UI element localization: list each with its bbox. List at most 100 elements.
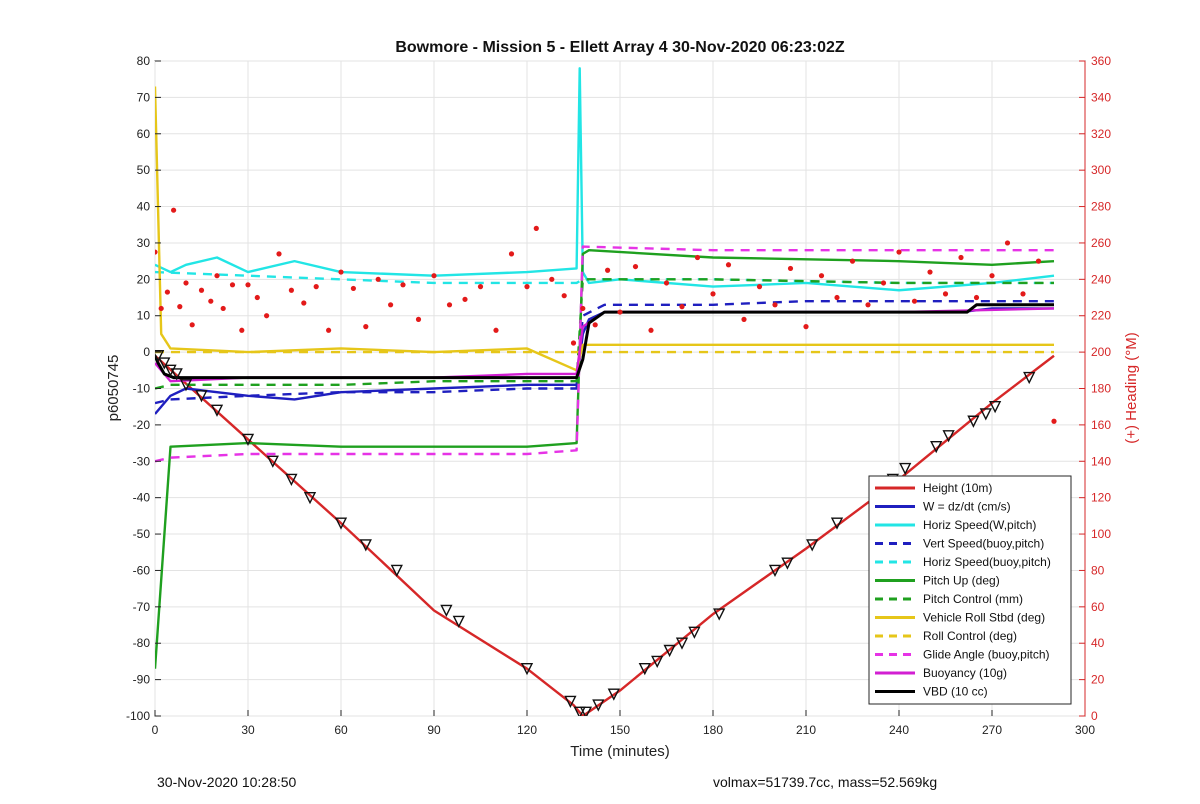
heading-point [617,309,623,315]
heading-point [533,225,539,231]
heading-point [363,324,369,330]
descent-marker [285,473,298,487]
descent-marker [158,357,171,370]
descent-marker [651,655,664,668]
heading-point [214,273,220,279]
legend-label: Vehicle Roll Stbd (deg) [923,611,1045,625]
heading-point [710,291,716,297]
heading-point [415,316,422,322]
heading-point [155,249,158,255]
descent-marker [390,564,403,578]
heading-point [158,305,164,312]
legend-label: Vert Speed(buoy,pitch) [923,537,1044,551]
descent-marker [781,557,794,570]
y-tick-label-left: 70 [137,90,151,104]
y-tick-label-left: 30 [137,236,151,250]
y-tick-label-left: 20 [137,272,151,286]
heading-point [648,327,654,333]
descent-marker [713,608,726,621]
y-tick-label-right: 160 [1091,418,1111,432]
heading-point [1035,258,1042,264]
heading-point [338,269,344,275]
x-tick-label: 150 [610,723,630,737]
heading-point [592,322,598,328]
legend-label: Roll Control (deg) [923,629,1017,643]
y-tick-label-right: 100 [1091,527,1111,541]
heading-point [375,276,381,282]
heading-point [818,273,825,279]
descent-marker [564,695,577,709]
heading-point [570,340,577,346]
descent-marker [440,604,453,618]
x-tick-label: 240 [889,723,909,737]
heading-point [896,249,902,255]
y-tick-label-left: -90 [133,673,151,687]
y-tick-label-left: -10 [133,382,151,396]
heading-point [245,282,251,288]
descent-marker [942,430,955,443]
y-axis-label-right: (+) Heading (°M) [1123,332,1140,443]
descent-marker [988,400,1002,414]
descent-marker [579,706,593,716]
descent-marker [303,491,317,505]
y-tick-label-right: 220 [1091,309,1111,323]
x-tick-label: 120 [517,723,537,737]
descent-marker [359,539,372,552]
heading-point [326,327,332,333]
heading-point [239,327,245,333]
heading-point [477,284,484,290]
heading-point [198,287,205,293]
chart-title: Bowmore - Mission 5 - Ellett Array 4 30-… [395,39,845,56]
heading-point [632,263,639,270]
descent-marker [607,688,620,701]
series-line-11 [155,303,1054,380]
heading-point [1020,291,1026,297]
heading-point [276,251,282,257]
y-tick-label-right: 20 [1091,673,1105,687]
y-tick-label-right: 200 [1091,345,1111,359]
x-axis-label: Time (minutes) [570,743,669,760]
heading-point [208,298,214,304]
descent-marker [195,390,208,403]
descent-marker [930,441,943,454]
y-tick-label-left: -60 [133,563,151,577]
y-tick-label-right: 0 [1091,709,1098,723]
heading-point [911,298,918,304]
descent-marker [830,517,844,530]
heading-point [254,294,260,301]
heading-point [431,273,437,279]
descent-marker [806,539,819,552]
y-tick-label-left: 50 [137,163,151,177]
y-tick-label-right: 320 [1091,127,1111,141]
y-tick-label-left: -20 [133,418,151,432]
heading-point [264,313,270,319]
heading-point [462,296,468,302]
heading-point [549,276,555,282]
heading-point [803,324,809,330]
heading-point [350,285,356,292]
legend: Height (10m) W = dz/dt (cm/s) Horiz Speed(… [868,475,1072,705]
heading-point [1051,418,1057,424]
heading-point [865,302,871,308]
descent-marker [979,408,992,421]
y-tick-label-right: 260 [1091,236,1111,250]
heading-point [772,302,778,308]
heading-point [973,294,980,301]
heading-point [580,305,586,312]
y-tick-label-right: 140 [1091,454,1111,468]
heading-point [694,254,701,261]
heading-point [388,302,394,308]
x-tick-label: 30 [241,723,255,737]
descent-marker [592,699,605,712]
heading-point [313,284,319,290]
series-line-7 [155,86,1054,372]
descent-marker [1023,371,1036,385]
heading-point [561,293,567,299]
y-tick-label-right: 40 [1091,636,1105,650]
heading-point [301,300,307,306]
heading-point [524,284,530,290]
y-tick-label-left: 60 [137,127,151,141]
y-tick-label-left: 80 [137,54,151,68]
heading-point [741,316,747,322]
heading-point [189,322,195,328]
